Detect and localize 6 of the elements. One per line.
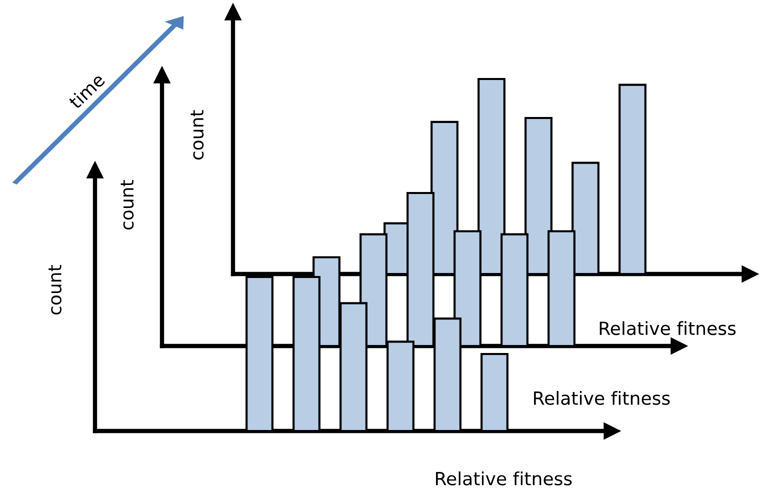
x-axis-title: Relative fitness	[436, 471, 572, 486]
y-axis-title: count	[48, 265, 62, 315]
x-axis-title: Relative fitness	[534, 390, 670, 405]
y-axis-title: count	[190, 110, 204, 160]
x-axis-title: Relative fitness	[600, 321, 736, 336]
y-axis-title: count	[120, 180, 134, 230]
